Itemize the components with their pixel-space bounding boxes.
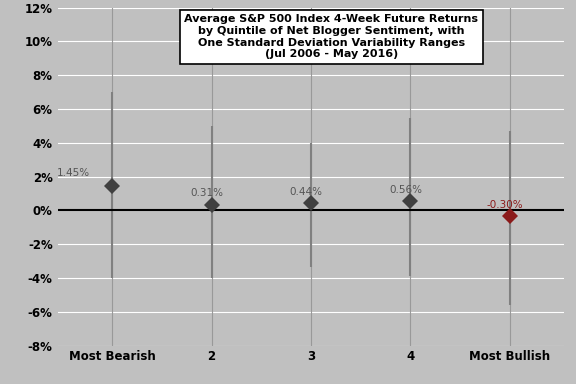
Text: -0.30%: -0.30% [487,200,523,210]
Text: 1.45%: 1.45% [57,168,90,178]
Text: 0.31%: 0.31% [190,189,223,199]
Text: 0.56%: 0.56% [389,185,422,195]
Text: 0.44%: 0.44% [290,187,323,197]
Text: Average S&P 500 Index 4-Week Future Returns
by Quintile of Net Blogger Sentiment: Average S&P 500 Index 4-Week Future Retu… [184,15,478,59]
